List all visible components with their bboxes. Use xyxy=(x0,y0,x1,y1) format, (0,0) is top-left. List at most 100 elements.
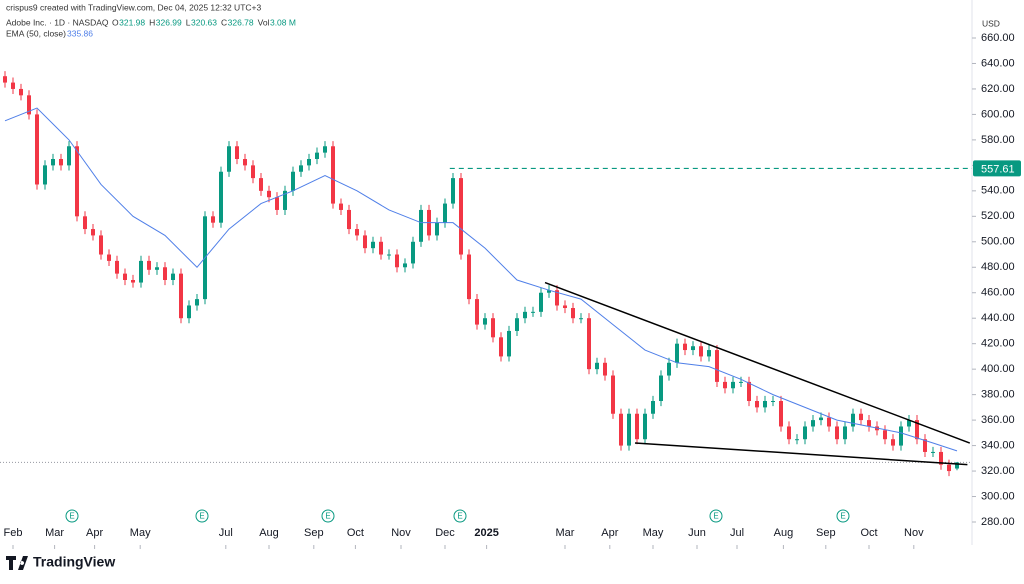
candle xyxy=(851,408,855,432)
candle xyxy=(827,412,831,432)
chart-title: Adobe Inc. · 1D · NASDAQ xyxy=(6,17,109,27)
earnings-marker: E xyxy=(321,509,335,523)
candle-body xyxy=(675,343,679,363)
candle xyxy=(539,287,543,317)
logo: TradingView xyxy=(6,554,115,570)
candle-body xyxy=(91,229,95,236)
earnings-icon xyxy=(321,509,335,523)
candle xyxy=(211,211,215,228)
y-tick-label: 360.00 xyxy=(981,414,1015,426)
y-tick-label: 660.00 xyxy=(981,32,1015,44)
y-tick-label: 400.00 xyxy=(981,363,1015,375)
candle-body xyxy=(803,426,807,440)
candle xyxy=(819,412,823,426)
candle-body xyxy=(443,203,447,223)
candle xyxy=(179,268,183,324)
x-tick-label: Jul xyxy=(730,527,744,539)
candle-body xyxy=(491,318,495,338)
candle-body xyxy=(603,362,607,376)
candle-body xyxy=(179,273,183,319)
candle xyxy=(867,415,871,432)
legend-label: C xyxy=(221,17,227,27)
candle-body xyxy=(523,311,527,319)
candle-body xyxy=(411,241,415,264)
legend-value: 321.98 xyxy=(119,17,145,27)
candle xyxy=(59,153,63,171)
y-tick-label: 340.00 xyxy=(981,439,1015,451)
candle xyxy=(523,306,527,324)
candle xyxy=(219,166,223,228)
candle xyxy=(579,313,583,324)
candle-body xyxy=(379,241,383,255)
candle-body xyxy=(475,299,479,325)
candle xyxy=(435,217,439,241)
candle xyxy=(771,395,775,407)
candle xyxy=(339,198,343,216)
candle xyxy=(635,408,639,445)
candle-body xyxy=(587,318,591,370)
candle xyxy=(115,255,119,279)
candle-body xyxy=(155,267,159,270)
candle xyxy=(707,344,711,362)
candle-body xyxy=(627,413,631,446)
candle xyxy=(555,285,559,311)
ohlc-legend: O 321.98 H 326.99 L 320.63 C 326.78 Vol 3.08 M xyxy=(112,17,296,27)
candle xyxy=(275,192,279,216)
x-tick-label: Dec xyxy=(435,527,455,539)
candle-body xyxy=(747,381,751,401)
candle-body xyxy=(19,88,23,96)
earnings-icon xyxy=(836,509,850,523)
earnings-marker: E xyxy=(836,509,850,523)
earnings-marker: E xyxy=(65,509,79,523)
candle-body xyxy=(107,254,111,261)
candle-body xyxy=(779,401,783,427)
y-tick-label: 300.00 xyxy=(981,490,1015,502)
candle-body xyxy=(531,311,535,313)
candle-body xyxy=(99,235,103,255)
x-tick-label: Aug xyxy=(259,527,279,539)
candle-body xyxy=(515,318,519,331)
candle xyxy=(227,141,231,177)
candle-body xyxy=(315,152,319,159)
candle xyxy=(187,300,191,324)
candle xyxy=(323,141,327,158)
x-tick-label: Mar xyxy=(556,527,575,539)
candle-body xyxy=(419,209,423,242)
ema-legend-name: EMA (50, close) xyxy=(6,28,66,38)
candle-body xyxy=(11,82,15,89)
candle-body xyxy=(579,318,583,320)
candle-body xyxy=(795,439,799,441)
legend-value: 326.78 xyxy=(228,17,254,27)
candle xyxy=(43,160,47,190)
candle-body xyxy=(363,235,367,249)
candle xyxy=(379,236,383,260)
legend-label: O xyxy=(112,17,119,27)
earnings-icon-letter: E xyxy=(199,512,204,521)
candle-body xyxy=(563,305,567,309)
legend-label: L xyxy=(186,17,191,27)
x-tick-label: Feb xyxy=(4,527,23,539)
candle-body xyxy=(35,114,39,185)
candle-body xyxy=(547,290,551,293)
candle xyxy=(931,446,935,458)
candle xyxy=(731,376,735,394)
currency: USD xyxy=(982,18,1000,28)
candle xyxy=(499,332,503,362)
candle-body xyxy=(51,159,55,166)
candle-body xyxy=(171,273,175,280)
candle-body xyxy=(275,197,279,210)
candle-body xyxy=(755,401,759,408)
candle-body xyxy=(227,146,231,172)
y-tick-label: 440.00 xyxy=(981,312,1015,324)
candle-body xyxy=(355,229,359,236)
candle xyxy=(139,255,143,288)
candle-body xyxy=(235,146,239,159)
candle-body xyxy=(163,267,167,280)
y-tick-label: 600.00 xyxy=(981,108,1015,120)
legend-label: H xyxy=(149,17,155,27)
candle-body xyxy=(955,462,959,469)
candle xyxy=(915,415,919,445)
candle xyxy=(483,313,487,330)
